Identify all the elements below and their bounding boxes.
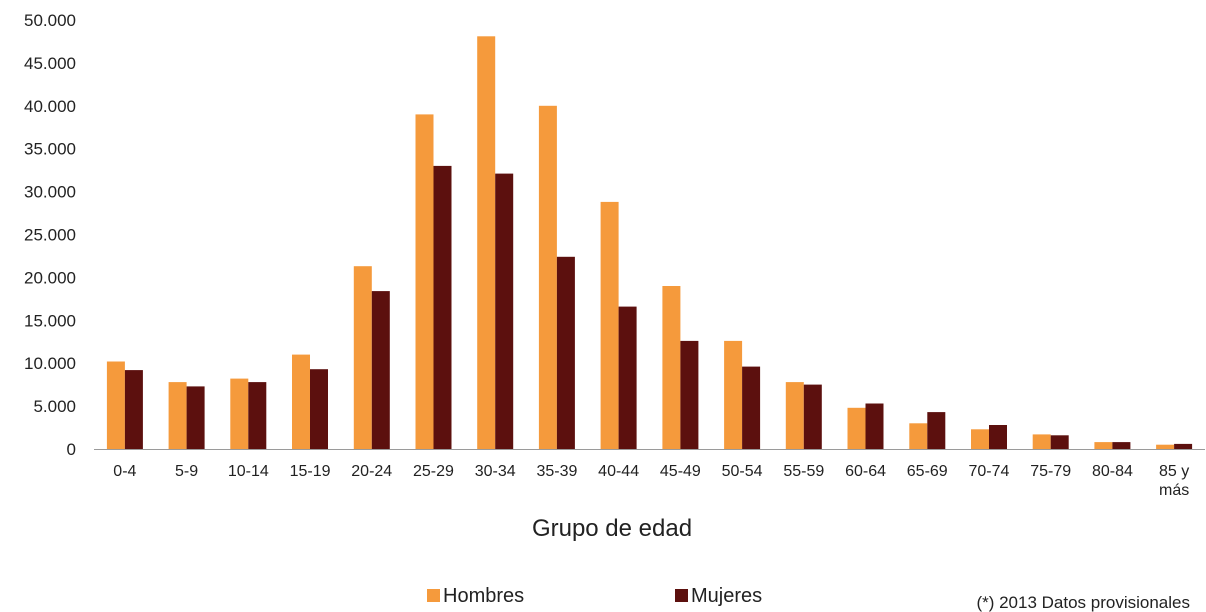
bar-mujeres — [556, 256, 575, 449]
x-tick-label: 15-19 — [290, 463, 331, 480]
x-tick-label: 35-39 — [536, 463, 577, 480]
bars — [106, 36, 1193, 450]
x-tick-label: 10-14 — [228, 463, 269, 480]
bar-mujeres — [989, 425, 1007, 449]
bar-mujeres — [186, 386, 205, 449]
legend-label-mujeres: Mujeres — [691, 585, 762, 607]
bar-mujeres — [124, 370, 143, 449]
bar-hombres — [1156, 444, 1175, 449]
footnote: (*) 2013 Datos provisionales — [976, 593, 1190, 612]
x-tick-label: 20-24 — [351, 463, 392, 480]
bar-mujeres — [1174, 443, 1193, 449]
x-tick-label: 80-84 — [1092, 463, 1133, 480]
bar-hombres — [353, 266, 372, 449]
bar-mujeres — [1112, 442, 1131, 449]
bar-mujeres — [310, 369, 328, 449]
x-axis-ticks: 0-4 5-9 10-14 15-19 20-24 25-29 30-34 35-39 40-4… — [113, 463, 1189, 499]
bar-hombres — [1094, 442, 1113, 449]
y-tick-label: 0 — [67, 440, 76, 459]
x-tick-label: 55-59 — [783, 463, 824, 480]
x-tick-label: 75-79 — [1030, 463, 1071, 480]
legend: Hombres Mujeres — [427, 585, 762, 607]
y-tick-label: 45.000 — [24, 54, 76, 73]
bar-hombres — [847, 407, 866, 449]
bar-hombres — [662, 286, 681, 449]
bar-hombres — [168, 382, 187, 449]
bar-hombres — [538, 105, 557, 450]
bar-mujeres — [865, 403, 884, 449]
bar-hombres — [909, 423, 928, 449]
x-tick-label: 65-69 — [907, 463, 948, 480]
x-tick-label: 50-54 — [722, 463, 763, 480]
y-tick-label: 30.000 — [24, 183, 76, 202]
bar-mujeres — [803, 384, 822, 449]
bar-hombres — [477, 36, 496, 450]
legend-swatch-hombres — [427, 589, 440, 602]
bar-hombres — [724, 340, 743, 449]
y-tick-label: 10.000 — [24, 354, 76, 373]
bar-hombres — [785, 382, 804, 449]
y-axis-ticks: 0 5.000 10.000 15.000 20.000 25.000 30.000 35.0… — [24, 11, 76, 459]
bar-hombres — [971, 429, 989, 449]
bar-mujeres — [433, 165, 452, 449]
bar-hombres — [106, 361, 125, 449]
bar-hombres — [230, 378, 249, 449]
bar-hombres — [292, 354, 310, 449]
bar-hombres — [1032, 434, 1051, 449]
x-tick-label: 30-34 — [475, 463, 516, 480]
x-tick-label: 5-9 — [175, 463, 198, 480]
bar-mujeres — [371, 291, 390, 449]
y-tick-label: 50.000 — [24, 11, 76, 30]
y-tick-label: 35.000 — [24, 140, 76, 159]
y-tick-label: 25.000 — [24, 226, 76, 245]
x-tick-label: 40-44 — [598, 463, 639, 480]
x-tick-label: 45-49 — [660, 463, 701, 480]
bar-mujeres — [742, 366, 761, 449]
bar-mujeres — [618, 306, 637, 449]
x-tick-label: 60-64 — [845, 463, 886, 480]
bar-mujeres — [248, 382, 267, 449]
x-tick-label: 25-29 — [413, 463, 454, 480]
bar-mujeres — [927, 412, 946, 449]
bar-hombres — [600, 201, 619, 449]
bar-mujeres — [1050, 435, 1069, 449]
y-tick-label: 40.000 — [24, 97, 76, 116]
x-axis-label: Grupo de edad — [532, 515, 692, 542]
legend-label-hombres: Hombres — [443, 585, 524, 607]
y-tick-label: 15.000 — [24, 311, 76, 330]
x-tick-label: 70-74 — [969, 463, 1010, 480]
x-tick-label: 85 y más — [1159, 463, 1189, 499]
y-tick-label: 5.000 — [33, 397, 76, 416]
bar-mujeres — [680, 340, 699, 449]
bar-mujeres — [495, 173, 514, 449]
y-tick-label: 20.000 — [24, 268, 76, 287]
legend-swatch-mujeres — [675, 589, 688, 602]
x-tick-label: 0-4 — [113, 463, 136, 480]
bar-hombres — [415, 114, 434, 450]
